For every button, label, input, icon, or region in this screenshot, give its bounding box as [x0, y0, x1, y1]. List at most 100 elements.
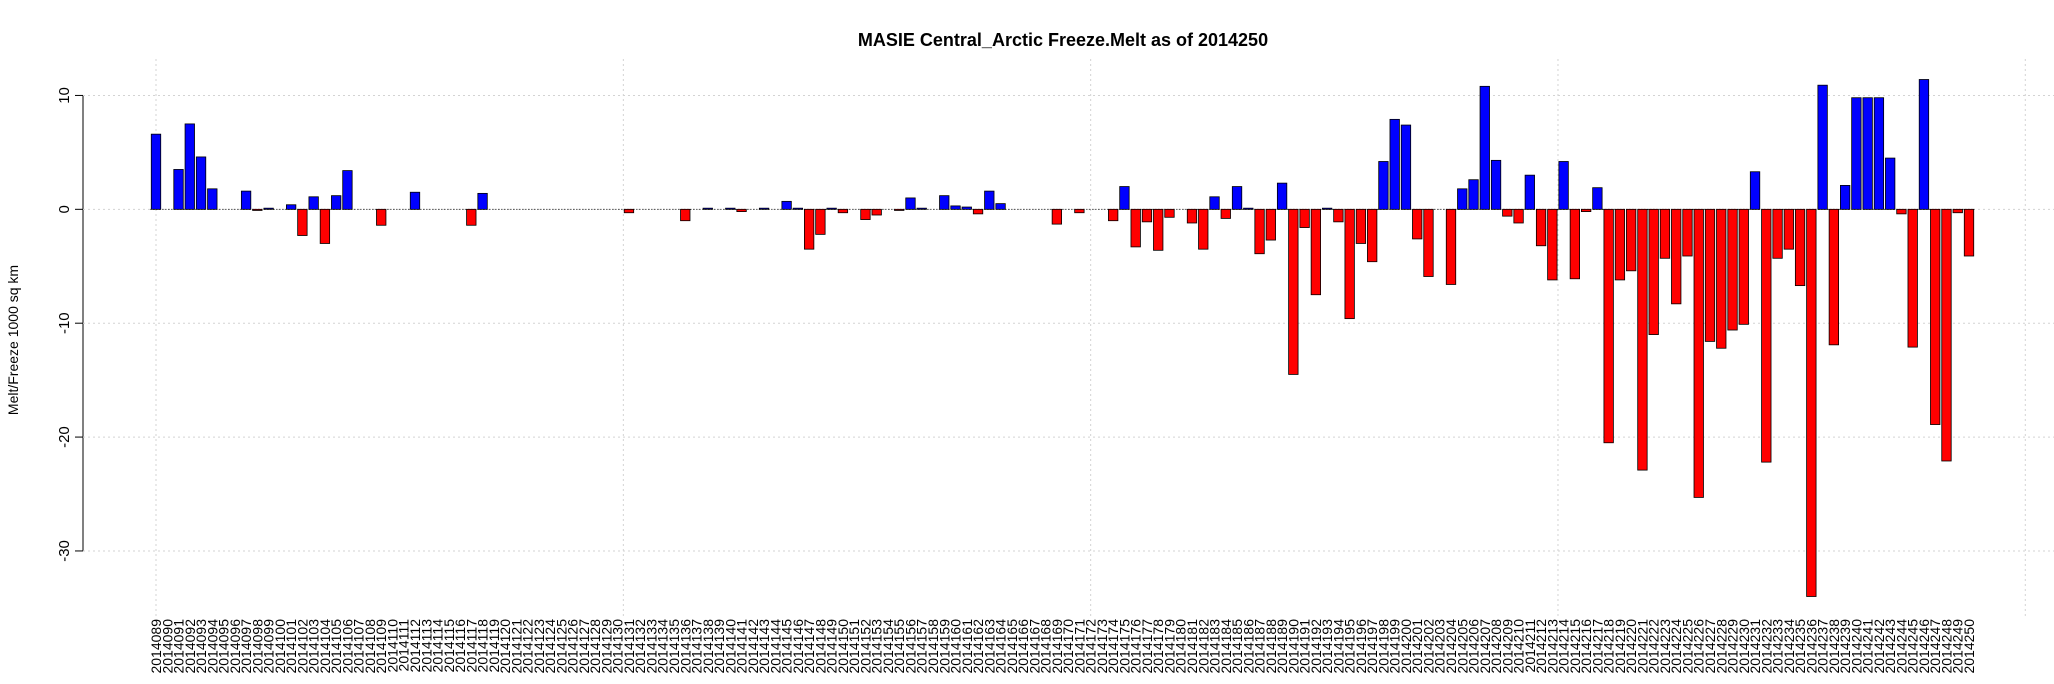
bar	[702, 207, 713, 210]
x-tick-label: 2014159	[936, 619, 952, 674]
bar	[1873, 97, 1885, 210]
x-tick-label: 2014124	[542, 619, 558, 674]
x-tick-label: 2014103	[306, 619, 322, 674]
bar	[1783, 208, 1794, 250]
bar	[1738, 208, 1749, 325]
x-tick-label: 2014114	[430, 619, 446, 673]
x-tick-label: 2014199	[1387, 619, 1403, 674]
x-tick-label: 2014128	[587, 619, 603, 674]
x-tick-label: 2014220	[1623, 619, 1639, 674]
bar	[1885, 157, 1896, 210]
bar	[972, 208, 984, 215]
x-tick-label: 2014160	[948, 619, 964, 674]
x-tick-label: 2014249	[1950, 619, 1966, 674]
x-tick-label: 2014166	[1015, 619, 1031, 674]
x-tick-label: 2014223	[1657, 619, 1673, 674]
bar	[1603, 208, 1614, 444]
x-tick-label: 2014140	[722, 619, 738, 674]
chart-title: MASIE Central_Arctic Freeze.Melt as of 2…	[858, 30, 1268, 50]
bar	[725, 207, 736, 210]
x-tick-label: 2014137	[689, 619, 705, 674]
x-tick-label: 2014200	[1398, 619, 1414, 674]
x-tick-label: 2014150	[835, 619, 851, 674]
bar	[1231, 186, 1243, 210]
x-tick-label: 2014189	[1274, 619, 1290, 674]
x-tick-label: 2014099	[261, 619, 277, 674]
bar	[286, 204, 297, 210]
bar	[1254, 208, 1265, 255]
bar	[1299, 208, 1310, 228]
x-tick-label: 2014229	[1725, 619, 1741, 674]
x-tick-label: 2014182	[1195, 619, 1211, 674]
x-tick-label: 2014174	[1105, 619, 1121, 674]
bar	[837, 208, 849, 214]
x-tick-label: 2014232	[1758, 619, 1774, 674]
bar	[1930, 208, 1941, 425]
x-tick-label: 2014202	[1420, 619, 1436, 674]
bar	[916, 207, 927, 210]
x-tick-label: 2014143	[756, 619, 772, 674]
x-tick-label: 2014139	[711, 619, 727, 674]
x-tick-label: 2014193	[1319, 619, 1335, 674]
x-tick-label: 2014132	[632, 619, 648, 674]
x-tick-label: 2014214	[1556, 619, 1572, 674]
bar	[1648, 208, 1659, 335]
x-tick-label: 2014227	[1702, 619, 1718, 674]
bar	[173, 169, 184, 210]
x-tick-label: 2014134	[655, 619, 671, 674]
bar	[150, 133, 162, 210]
bar	[240, 190, 252, 210]
bar	[376, 208, 387, 226]
x-tick-label: 2014219	[1612, 619, 1628, 674]
x-tick-label: 2014125	[553, 619, 569, 674]
x-tick-label: 2014097	[238, 619, 254, 674]
bar	[1333, 208, 1344, 223]
x-tick-label: 2014226	[1691, 619, 1707, 674]
x-tick-label: 2014133	[643, 619, 659, 674]
x-tick-label: 2014163	[981, 619, 997, 674]
bar	[1749, 171, 1761, 210]
x-tick-label: 2014240	[1848, 619, 1864, 674]
bar	[1412, 208, 1423, 240]
x-tick-label: 2014228	[1713, 619, 1729, 674]
bar	[1220, 208, 1231, 219]
x-tick-label: 2014176	[1128, 619, 1144, 674]
x-tick-label: 2014165	[1004, 619, 1020, 674]
bar	[984, 190, 995, 210]
x-tick-label: 2014190	[1285, 619, 1301, 674]
bar	[466, 208, 477, 226]
x-tick-label: 2014149	[824, 619, 840, 674]
x-tick-label: 2014181	[1184, 619, 1200, 674]
bar	[1164, 208, 1175, 218]
bar	[1479, 85, 1490, 210]
bar	[1265, 208, 1276, 241]
bar	[1445, 208, 1457, 285]
x-tick-label: 2014210	[1511, 619, 1527, 674]
x-tick-label: 2014154	[880, 619, 896, 674]
x-tick-label: 2014092	[182, 619, 198, 674]
bar	[331, 195, 342, 210]
x-tick-label: 2014142	[745, 619, 761, 674]
bar	[1817, 84, 1828, 210]
x-tick-label: 2014243	[1882, 619, 1898, 674]
x-tick-label: 2014155	[891, 619, 907, 674]
bar	[1186, 208, 1198, 224]
x-tick-label: 2014148	[812, 619, 828, 674]
bar	[1209, 196, 1220, 210]
x-tick-label: 2014171	[1071, 619, 1087, 674]
x-tick-label: 2014234	[1781, 619, 1797, 674]
bar	[939, 195, 950, 210]
x-tick-label: 2014093	[193, 619, 209, 674]
bar	[184, 123, 195, 210]
bar	[1367, 208, 1378, 263]
x-tick-label: 2014247	[1927, 619, 1943, 674]
x-tick-label: 2014225	[1679, 619, 1695, 674]
x-tick-label: 2014180	[1173, 619, 1189, 674]
x-tick-label: 2014233	[1770, 619, 1786, 674]
bar	[815, 208, 826, 235]
bar	[905, 197, 916, 210]
x-tick-label: 2014096	[227, 619, 243, 674]
bar	[1389, 118, 1400, 210]
bar	[1896, 208, 1907, 215]
x-tick-label: 2014217	[1589, 619, 1605, 674]
